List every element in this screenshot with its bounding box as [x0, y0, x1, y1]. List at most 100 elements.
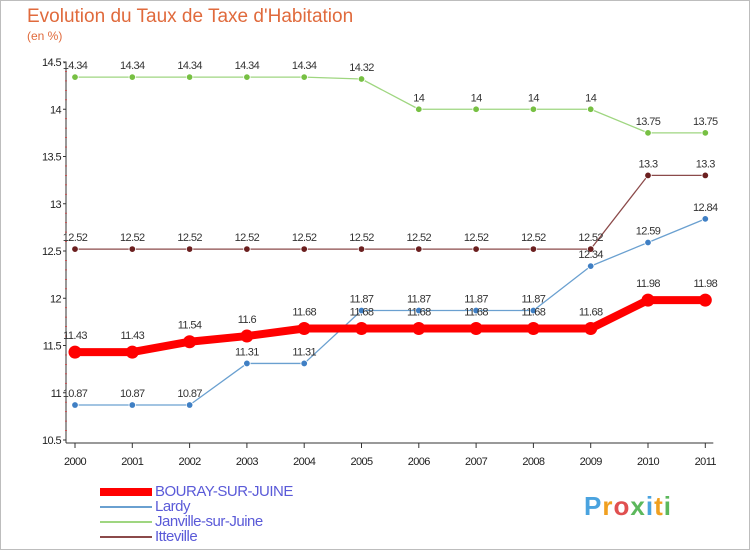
data-label: 13.75	[636, 116, 661, 128]
data-label: 12.52	[521, 232, 546, 244]
x-tick-label: 2005	[350, 456, 373, 468]
data-point	[472, 105, 480, 113]
logo-letter: r	[602, 491, 614, 521]
data-label: 11.98	[636, 278, 660, 290]
data-label: 11.87	[522, 294, 546, 306]
data-label: 14	[471, 92, 483, 104]
data-label: 14.34	[120, 60, 145, 72]
legend-label: Janville-sur-Juine	[155, 513, 263, 530]
data-point	[529, 105, 538, 113]
series-line	[75, 174, 706, 250]
data-point	[300, 73, 308, 81]
data-point	[297, 321, 311, 335]
data-label: 11.68	[522, 306, 546, 318]
data-label: 10.87	[63, 388, 88, 400]
legend-label: Itteville	[155, 528, 198, 545]
data-point	[644, 171, 652, 180]
data-label: 12.52	[177, 232, 202, 244]
data-point	[529, 245, 538, 253]
data-label: 12.52	[292, 232, 317, 244]
unit-label: (en %)	[27, 29, 63, 43]
legend-swatch	[100, 506, 152, 508]
data-label: 12.52	[578, 232, 603, 244]
data-point	[125, 345, 139, 359]
data-label: 14.34	[177, 60, 202, 72]
data-label: 12.52	[349, 232, 374, 244]
data-point	[68, 345, 82, 359]
y-tick-label: 10.5	[42, 435, 61, 447]
data-point	[300, 245, 308, 253]
y-tick-label: 13.5	[42, 152, 61, 164]
data-point	[300, 359, 308, 368]
chart-title: Evolution du Taux de Taxe d'Habitation	[27, 6, 354, 27]
data-point	[698, 293, 712, 307]
data-point	[128, 401, 136, 409]
data-label: 10.87	[177, 388, 202, 400]
series-line	[75, 296, 706, 357]
data-point	[412, 321, 426, 335]
data-point	[587, 245, 595, 253]
data-label: 11.68	[464, 306, 488, 318]
data-point	[71, 245, 79, 253]
logo-letter: o	[613, 491, 631, 521]
data-label: 13.75	[693, 116, 718, 128]
data-point	[415, 245, 423, 253]
data-label: 11.68	[579, 306, 603, 318]
data-label: 12.59	[636, 225, 661, 237]
data-label: 14.32	[349, 62, 374, 74]
data-point	[415, 105, 423, 113]
data-label: 12.84	[693, 202, 718, 214]
y-tick-label: 14.5	[42, 57, 61, 69]
data-label: 14.34	[63, 60, 88, 72]
data-label: 13.3	[696, 158, 715, 170]
series-line	[75, 76, 706, 134]
x-tick-label: 2011	[695, 456, 717, 468]
data-point	[526, 321, 540, 335]
data-point	[357, 245, 366, 253]
data-point	[185, 245, 194, 253]
data-point	[415, 306, 423, 315]
data-point	[243, 359, 251, 368]
x-tick-label: 2002	[179, 456, 202, 468]
data-label: 11.31	[292, 346, 316, 358]
x-tick-label: 2004	[293, 456, 316, 468]
x-tick-label: 2007	[465, 456, 488, 468]
data-point	[584, 321, 598, 335]
data-label: 12.52	[235, 232, 260, 244]
data-label: 12.34	[578, 249, 603, 261]
data-label: 11.6	[238, 314, 257, 326]
data-label: 11.87	[350, 294, 374, 306]
y-tick-label: 11.5	[43, 341, 62, 353]
data-label: 11.31	[235, 346, 259, 358]
data-point	[587, 105, 595, 113]
data-point	[183, 335, 197, 349]
data-point	[529, 306, 538, 315]
data-point	[641, 293, 655, 307]
data-point	[243, 245, 251, 253]
data-label: 11.87	[407, 294, 431, 306]
data-point	[71, 401, 79, 409]
data-point	[185, 401, 194, 409]
x-tick-label: 2010	[637, 456, 660, 468]
legend-label: BOURAY-SUR-JUINE	[155, 483, 293, 500]
data-label: 13.3	[638, 158, 657, 170]
data-point	[243, 73, 251, 81]
logo-letter: i	[663, 491, 672, 521]
x-tick-label: 2008	[522, 456, 545, 468]
logo-letter: i	[645, 491, 655, 521]
data-label: 11.98	[693, 278, 717, 290]
legend-swatch	[100, 536, 152, 538]
data-point	[355, 321, 368, 335]
data-point	[185, 73, 194, 81]
data-point	[644, 129, 652, 137]
data-point	[357, 75, 366, 83]
y-tick-label: 11	[51, 388, 62, 400]
data-label: 14.34	[292, 60, 317, 72]
x-tick-label: 2009	[580, 456, 603, 468]
data-point	[701, 129, 709, 137]
y-tick-label: 14	[50, 104, 62, 116]
data-label: 12.52	[464, 232, 489, 244]
data-label: 11.54	[178, 320, 202, 332]
proxiti-logo: Proxiti	[584, 491, 672, 522]
